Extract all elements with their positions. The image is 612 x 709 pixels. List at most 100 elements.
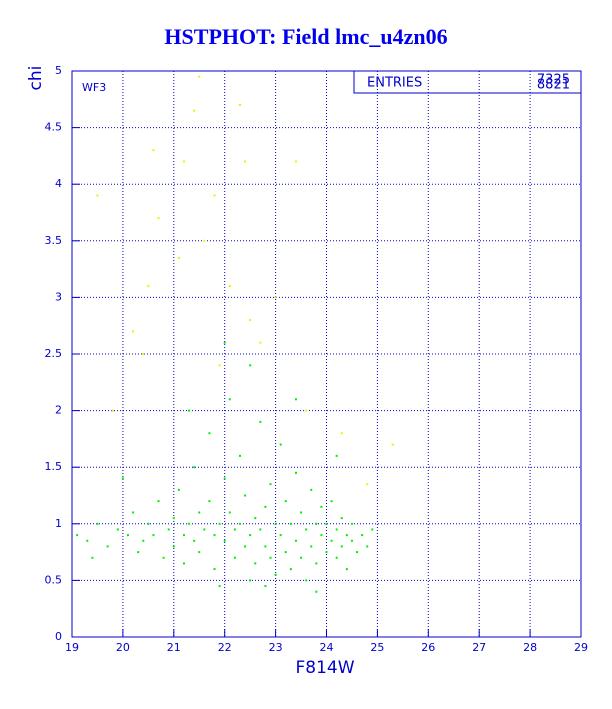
point bbox=[274, 573, 277, 576]
point bbox=[193, 109, 196, 112]
point bbox=[177, 256, 180, 259]
point bbox=[152, 534, 155, 537]
point bbox=[106, 545, 109, 548]
point bbox=[391, 443, 394, 446]
point bbox=[249, 534, 252, 537]
y-tick-label: 2 bbox=[55, 404, 62, 417]
point bbox=[335, 556, 338, 559]
point bbox=[238, 522, 241, 525]
point bbox=[294, 160, 297, 163]
point bbox=[132, 511, 135, 514]
point bbox=[350, 539, 353, 542]
x-tick-label: 29 bbox=[574, 641, 588, 654]
point bbox=[294, 471, 297, 474]
point bbox=[289, 522, 292, 525]
point bbox=[244, 545, 247, 548]
point bbox=[305, 528, 308, 531]
point bbox=[157, 217, 160, 220]
point bbox=[345, 534, 348, 537]
point bbox=[366, 483, 369, 486]
y-axis-label: chi bbox=[26, 66, 46, 91]
point bbox=[111, 409, 114, 412]
stats-label: ENTRIES bbox=[367, 76, 422, 91]
point bbox=[137, 551, 140, 554]
point bbox=[345, 568, 348, 571]
point bbox=[218, 585, 221, 588]
annotation: WF3 bbox=[82, 81, 106, 94]
y-tick-label: 4.5 bbox=[45, 121, 63, 134]
point bbox=[366, 545, 369, 548]
point bbox=[294, 398, 297, 401]
point bbox=[284, 551, 287, 554]
point bbox=[193, 466, 196, 469]
point bbox=[198, 551, 201, 554]
point bbox=[315, 590, 318, 593]
point bbox=[335, 454, 338, 457]
point bbox=[356, 551, 359, 554]
x-tick-label: 23 bbox=[269, 641, 283, 654]
point bbox=[203, 239, 206, 242]
point bbox=[254, 562, 257, 565]
point bbox=[223, 477, 226, 480]
point bbox=[177, 488, 180, 491]
y-tick-label: 4 bbox=[55, 177, 62, 190]
point bbox=[279, 534, 282, 537]
point bbox=[218, 522, 221, 525]
point bbox=[96, 522, 99, 525]
x-tick-label: 21 bbox=[167, 641, 181, 654]
y-tick-label: 0.5 bbox=[45, 573, 63, 586]
x-tick-label: 28 bbox=[523, 641, 537, 654]
point bbox=[315, 562, 318, 565]
point bbox=[340, 432, 343, 435]
point bbox=[203, 528, 206, 531]
x-tick-label: 22 bbox=[218, 641, 232, 654]
point bbox=[142, 539, 145, 542]
point bbox=[310, 488, 313, 491]
y-tick-label: 2.5 bbox=[45, 347, 63, 360]
point bbox=[335, 528, 338, 531]
point bbox=[325, 551, 328, 554]
point bbox=[320, 505, 323, 508]
point bbox=[279, 443, 282, 446]
y-tick-label: 1.5 bbox=[45, 460, 63, 473]
x-tick-label: 24 bbox=[320, 641, 334, 654]
point bbox=[157, 500, 160, 503]
point bbox=[244, 494, 247, 497]
y-tick-label: 3 bbox=[55, 290, 62, 303]
point bbox=[259, 528, 262, 531]
point bbox=[264, 505, 267, 508]
point bbox=[238, 454, 241, 457]
point bbox=[198, 511, 201, 514]
point bbox=[249, 364, 252, 367]
point bbox=[182, 534, 185, 537]
point bbox=[213, 568, 216, 571]
point bbox=[249, 319, 252, 322]
point bbox=[228, 285, 231, 288]
point bbox=[300, 556, 303, 559]
point bbox=[147, 285, 150, 288]
point bbox=[289, 568, 292, 571]
point bbox=[142, 353, 145, 355]
point bbox=[361, 534, 364, 537]
point bbox=[305, 409, 308, 412]
point bbox=[371, 528, 374, 531]
point bbox=[126, 534, 129, 537]
point bbox=[269, 483, 272, 486]
x-tick-label: 26 bbox=[421, 641, 435, 654]
point bbox=[294, 539, 297, 542]
point bbox=[218, 364, 221, 367]
y-tick-label: 5 bbox=[55, 64, 62, 77]
point bbox=[198, 75, 201, 78]
point bbox=[162, 556, 165, 559]
stats-value: 7325 bbox=[537, 73, 570, 88]
point bbox=[310, 545, 313, 548]
point bbox=[152, 149, 155, 152]
chart-title: HSTPHOT: Field lmc_u4zn06 bbox=[164, 24, 447, 49]
x-tick-label: 25 bbox=[370, 641, 384, 654]
x-axis-label: F814W bbox=[295, 658, 354, 678]
point bbox=[208, 432, 211, 435]
point bbox=[350, 522, 353, 525]
point bbox=[121, 477, 124, 480]
stats-value: 8821 bbox=[537, 78, 570, 93]
